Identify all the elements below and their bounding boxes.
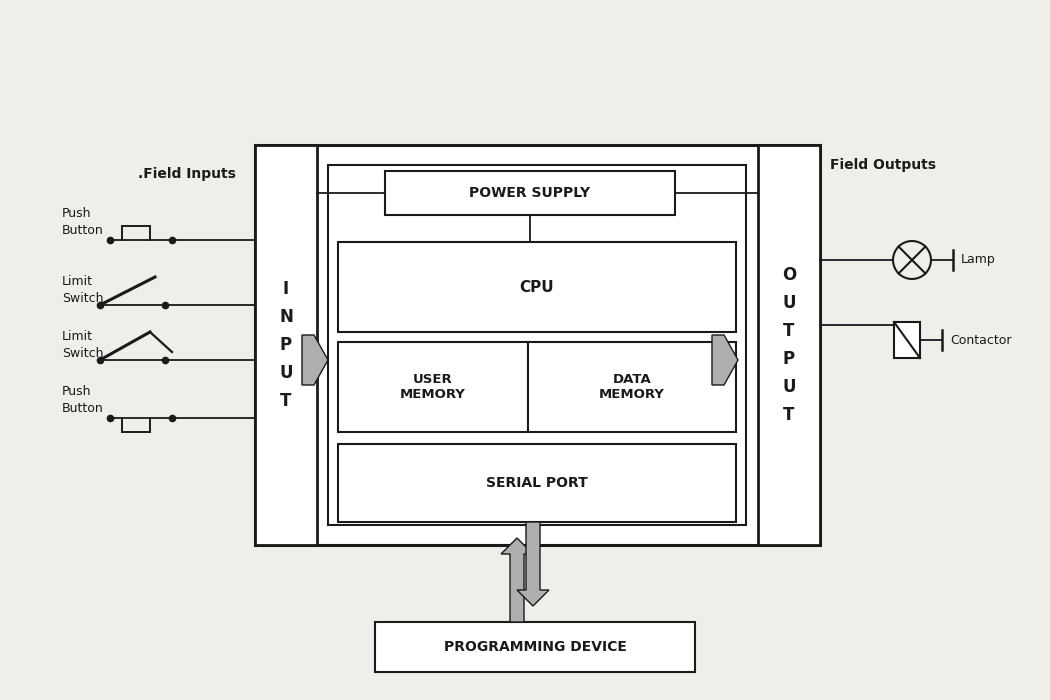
Bar: [894, 322, 920, 358]
Text: SERIAL PORT: SERIAL PORT: [486, 476, 588, 490]
Text: O
U
T
P
U
T: O U T P U T: [782, 267, 796, 424]
FancyArrow shape: [501, 538, 533, 622]
Bar: [255, 145, 317, 545]
FancyArrow shape: [302, 335, 328, 385]
Text: CPU: CPU: [520, 279, 554, 295]
Bar: [375, 622, 695, 672]
Text: USER
MEMORY: USER MEMORY: [400, 373, 466, 401]
Text: DATA
MEMORY: DATA MEMORY: [600, 373, 665, 401]
Text: Contactor: Contactor: [950, 333, 1011, 346]
Bar: [758, 145, 820, 545]
Text: PROGRAMMING DEVICE: PROGRAMMING DEVICE: [443, 640, 627, 654]
FancyArrow shape: [517, 522, 549, 606]
Text: .Field Inputs: .Field Inputs: [138, 167, 236, 181]
FancyArrow shape: [712, 335, 738, 385]
Bar: [338, 242, 736, 332]
Bar: [328, 165, 746, 525]
Text: Limit
Switch: Limit Switch: [62, 330, 104, 360]
Text: POWER SUPPLY: POWER SUPPLY: [469, 186, 590, 200]
Bar: [385, 171, 675, 215]
Bar: [255, 145, 820, 545]
Bar: [528, 342, 736, 432]
Bar: [338, 444, 736, 522]
Text: Limit
Switch: Limit Switch: [62, 275, 104, 305]
Bar: [338, 342, 528, 432]
Text: Lamp: Lamp: [961, 253, 995, 267]
Text: Push
Button: Push Button: [62, 385, 104, 415]
Text: I
N
P
U
T: I N P U T: [279, 281, 293, 409]
Text: Field Outputs: Field Outputs: [830, 158, 936, 172]
Text: Push
Button: Push Button: [62, 207, 104, 237]
